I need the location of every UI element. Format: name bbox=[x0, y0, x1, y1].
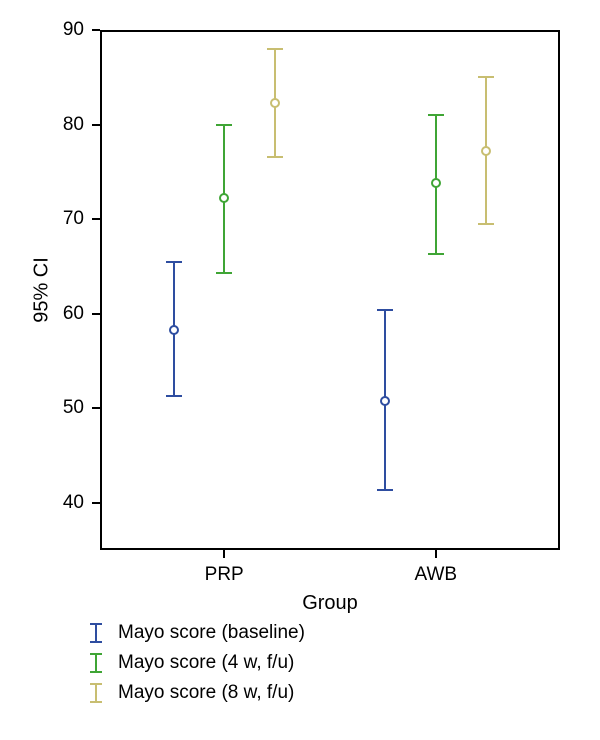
y-tick-label: 50 bbox=[54, 397, 84, 419]
legend-label: Mayo score (8 w, f/u) bbox=[118, 682, 294, 704]
y-tick bbox=[92, 407, 100, 409]
data-point-marker bbox=[169, 325, 179, 335]
legend-item: Mayo score (8 w, f/u) bbox=[88, 682, 305, 704]
y-tick bbox=[92, 313, 100, 315]
legend-label: Mayo score (4 w, f/u) bbox=[118, 652, 294, 674]
plot-area bbox=[100, 30, 560, 550]
data-point-marker bbox=[270, 98, 280, 108]
y-tick-label: 60 bbox=[54, 303, 84, 325]
chart-container: { "chart": { "type": "errorbar", "size":… bbox=[0, 0, 600, 740]
legend-label: Mayo score (baseline) bbox=[118, 622, 305, 644]
data-point-marker bbox=[481, 146, 491, 156]
data-point-marker bbox=[219, 193, 229, 203]
data-point-marker bbox=[380, 396, 390, 406]
y-tick bbox=[92, 29, 100, 31]
legend-errorbar-icon bbox=[88, 682, 104, 704]
legend: Mayo score (baseline) Mayo score (4 w, f/… bbox=[88, 622, 305, 712]
legend-item: Mayo score (4 w, f/u) bbox=[88, 652, 305, 674]
y-tick-label: 40 bbox=[54, 492, 84, 514]
y-tick-label: 90 bbox=[54, 19, 84, 41]
y-tick bbox=[92, 218, 100, 220]
x-tick bbox=[435, 550, 437, 558]
x-axis-label: Group bbox=[302, 592, 358, 615]
y-tick bbox=[92, 502, 100, 504]
y-tick bbox=[92, 124, 100, 126]
data-point-marker bbox=[431, 178, 441, 188]
legend-errorbar-icon bbox=[88, 652, 104, 674]
y-tick-label: 70 bbox=[54, 208, 84, 230]
y-axis-label: 95% CI bbox=[31, 257, 54, 323]
y-tick-label: 80 bbox=[54, 114, 84, 136]
legend-item: Mayo score (baseline) bbox=[88, 622, 305, 644]
x-tick-label: AWB bbox=[415, 564, 458, 586]
legend-errorbar-icon bbox=[88, 622, 104, 644]
x-tick bbox=[223, 550, 225, 558]
x-tick-label: PRP bbox=[205, 564, 244, 586]
